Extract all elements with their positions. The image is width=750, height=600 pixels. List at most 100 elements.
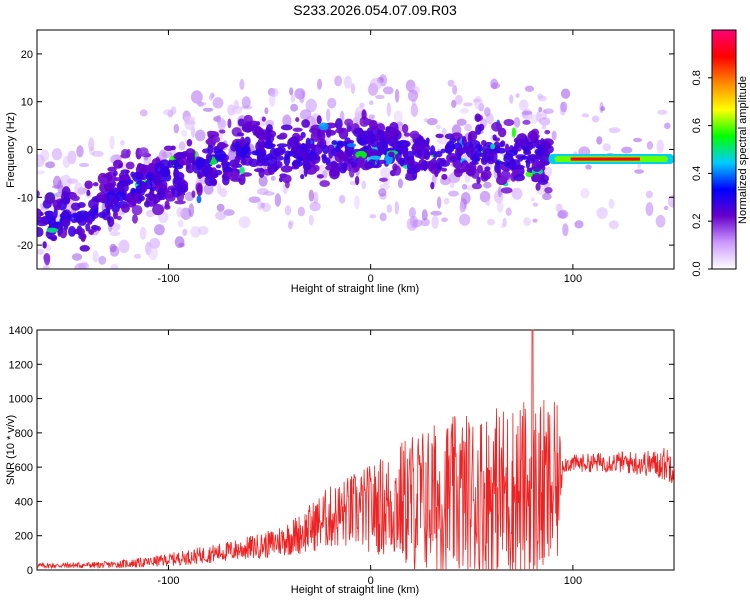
signal-blob (471, 153, 477, 165)
signal-blob (413, 148, 423, 158)
noise-blob (257, 200, 263, 211)
noise-blob (290, 103, 299, 112)
signal-blob (42, 241, 47, 249)
signal-blob (522, 119, 531, 125)
y-tick-label: 20 (21, 49, 33, 61)
signal-blob (128, 179, 134, 185)
noise-blob (318, 164, 325, 170)
noise-blob (149, 237, 160, 249)
signal-blob (430, 181, 435, 190)
signal-blob (91, 224, 99, 231)
noise-blob (585, 164, 592, 170)
noise-blob (509, 94, 514, 104)
signal-blob (539, 154, 552, 166)
noise-blob (375, 94, 385, 100)
signal-blob (500, 140, 506, 147)
snr-y-label: SNR (10 * v/v) (5, 415, 17, 485)
signal-blob (281, 174, 292, 184)
signal-blob (471, 182, 482, 190)
signal-blob (494, 160, 505, 165)
signal-blob (152, 174, 165, 184)
noise-blob (162, 109, 172, 116)
signal-blob (544, 129, 551, 135)
noise-blob (343, 75, 352, 89)
signal-blob (77, 202, 86, 208)
signal-blob (206, 173, 214, 179)
signal-blob (446, 152, 458, 163)
signal-blob (88, 198, 99, 210)
signal-blob (334, 162, 339, 168)
noise-blob (232, 105, 243, 115)
noise-blob (92, 250, 99, 263)
noise-blob (600, 106, 606, 112)
noise-blob (59, 174, 72, 189)
signal-blob (87, 219, 93, 225)
noise-blob (524, 85, 535, 92)
colorbar-tick-label: 0.2 (691, 214, 703, 229)
signal-blob (196, 184, 203, 197)
noise-blob (361, 180, 367, 190)
signal-blob (53, 207, 58, 219)
signal-blob (113, 170, 118, 177)
noise-blob (397, 178, 404, 189)
signal-blob (73, 228, 82, 235)
signal-blob (138, 147, 149, 157)
noise-blob (447, 79, 455, 87)
noise-blob (296, 90, 303, 100)
signal-blob (326, 129, 332, 138)
signal-blob (388, 151, 395, 158)
y-tick-label: 400 (15, 496, 33, 508)
noise-blob (483, 181, 492, 189)
signal-blob (71, 195, 80, 202)
signal-blob (79, 245, 90, 252)
signal-blob (266, 130, 272, 143)
noise-blob (290, 94, 296, 103)
noise-blob (459, 201, 465, 214)
noise-blob (596, 136, 603, 145)
noise-blob (313, 191, 319, 205)
y-tick-label: 0 (27, 565, 33, 577)
signal-blob (251, 150, 262, 156)
noise-blob (663, 122, 671, 130)
noise-blob (178, 242, 185, 248)
noise-blob (261, 202, 271, 213)
x-tick-label: 0 (368, 575, 374, 587)
noise-blob (316, 78, 323, 90)
signal-blob (147, 162, 157, 174)
signal-blob (202, 166, 214, 173)
signal-blob (186, 139, 193, 147)
signal-blob (508, 162, 516, 169)
noise-blob (496, 200, 504, 213)
signal-blob (37, 190, 40, 198)
noise-blob (531, 114, 538, 125)
signal-blob (293, 144, 301, 151)
signal-blob (535, 182, 541, 191)
signal-blob (45, 210, 54, 219)
noise-blob (523, 217, 532, 226)
noise-blob (521, 110, 533, 116)
signal-blob (44, 254, 51, 266)
signal-blob (528, 153, 539, 160)
signal-blob (217, 143, 229, 148)
signal-blob (422, 159, 428, 172)
signal-blob (117, 182, 129, 193)
x-tick-label: -100 (157, 575, 179, 587)
snr-x-label: Height of straight line (km) (291, 584, 419, 596)
noise-blob (472, 98, 481, 103)
signal-blob (296, 155, 303, 164)
signal-blob (185, 148, 196, 158)
signal-blob (131, 204, 143, 216)
signal-blob (96, 191, 109, 203)
colorbar-tick-label: 0.8 (691, 70, 703, 85)
signal-blob (474, 113, 482, 123)
colorbar: 0.0 0.2 0.4 0.6 0.8 Normalized spectral ampl… (691, 29, 749, 277)
noise-blob (412, 219, 423, 228)
signal-blob (385, 136, 392, 144)
signal-blob (130, 171, 136, 178)
signal-blob (441, 173, 448, 180)
signal-blob (496, 168, 502, 179)
noise-blob (176, 207, 184, 218)
noise-blob (282, 114, 292, 128)
noise-blob (45, 161, 56, 169)
